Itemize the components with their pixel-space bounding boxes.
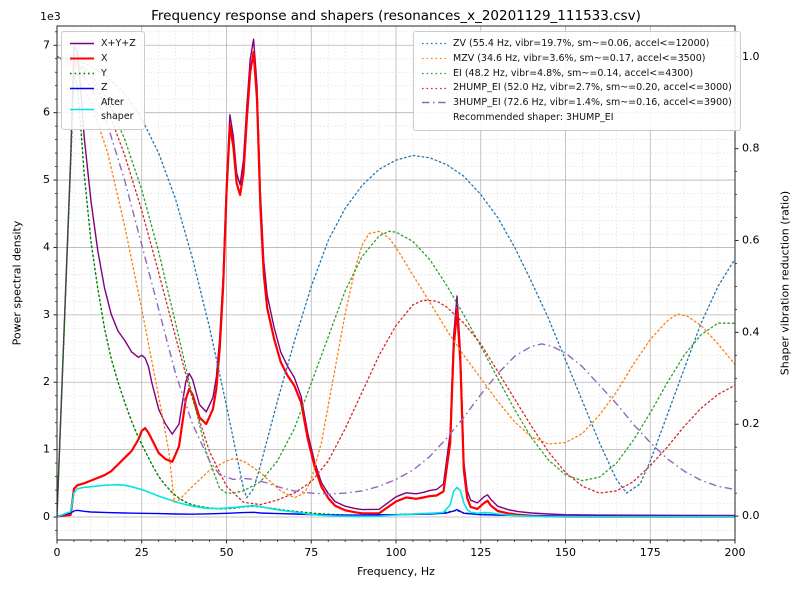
legend-item-after-shaper: After shaper bbox=[69, 96, 136, 124]
legend-item-y: Y bbox=[69, 67, 136, 81]
series-after-shaper bbox=[57, 483, 735, 518]
x-tick-label: 125 bbox=[470, 546, 491, 559]
y-right-tick-label: 1.0 bbox=[742, 50, 760, 63]
x-tick-label: 0 bbox=[54, 546, 61, 559]
legend-item-xyz: X+Y+Z bbox=[69, 37, 136, 51]
legend-line-after-shaper bbox=[70, 109, 94, 111]
y-right-tick-label: 0.4 bbox=[742, 325, 760, 338]
y-left-tick-label: 5 bbox=[43, 173, 50, 186]
legend-label-mzv: MZV (34.6 Hz, vibr=3.6%, sm~=0.17, accel… bbox=[453, 52, 706, 64]
series-x bbox=[57, 50, 735, 518]
legend-label-2hump-ei: 2HUMP_EI (52.0 Hz, vibr=2.7%, sm~=0.20, … bbox=[453, 82, 732, 94]
x-tick-label: 100 bbox=[386, 546, 407, 559]
legend-line-2hump-ei bbox=[422, 87, 446, 89]
y-right-tick-label: 0.0 bbox=[742, 509, 760, 522]
legend-item-2hump-ei: 2HUMP_EI (52.0 Hz, vibr=2.7%, sm~=0.20, … bbox=[421, 81, 732, 95]
y-right-tick-label: 0.6 bbox=[742, 234, 760, 247]
y-left-tick-label: 0 bbox=[43, 510, 50, 523]
x-axis-label: Frequency, Hz bbox=[357, 565, 435, 578]
y-left-tick-label: 4 bbox=[43, 240, 50, 253]
legend-line-zv bbox=[422, 43, 446, 45]
y-left-tick-label: 2 bbox=[43, 375, 50, 388]
y-left-tick-label: 6 bbox=[43, 106, 50, 119]
legend-line-ei bbox=[422, 72, 446, 75]
legend-item-3hump-ei: 3HUMP_EI (72.6 Hz, vibr=1.4%, sm~=0.16, … bbox=[421, 96, 732, 110]
legend-item-ei: EI (48.2 Hz, vibr=4.8%, sm~=0.14, accel<… bbox=[421, 67, 732, 81]
series-ei bbox=[57, 56, 735, 494]
legend-label-xyz: X+Y+Z bbox=[101, 38, 136, 49]
legend-label-ei: EI (48.2 Hz, vibr=4.8%, sm~=0.14, accel<… bbox=[453, 67, 694, 79]
y-left-tick-label: 1 bbox=[43, 443, 50, 456]
legend-label-3hump-ei: 3HUMP_EI (72.6 Hz, vibr=1.4%, sm~=0.16, … bbox=[453, 97, 732, 109]
y-right-tick-label: 0.2 bbox=[742, 417, 760, 430]
series-z bbox=[57, 508, 735, 517]
y-right-tick-label: 0.8 bbox=[742, 142, 760, 155]
legend-label-y: Y bbox=[101, 67, 107, 79]
legend-psd-series: X+Y+Z X Y Z After shaper bbox=[61, 31, 145, 130]
x-tick-label: 75 bbox=[304, 546, 318, 559]
legend-line-mzv bbox=[422, 57, 446, 60]
legend-item-mzv: MZV (34.6 Hz, vibr=3.6%, sm~=0.17, accel… bbox=[421, 52, 732, 66]
series-3hump-ei bbox=[57, 56, 735, 495]
legend-note-row: Recommended shaper: 3HUMP_EI bbox=[421, 111, 732, 125]
chart-title: Frequency response and shapers (resonanc… bbox=[151, 8, 641, 24]
legend-label-z: Z bbox=[101, 82, 108, 94]
legend-line-3hump-ei bbox=[422, 102, 446, 104]
legend-label-zv: ZV (55.4 Hz, vibr=19.7%, sm~=0.06, accel… bbox=[453, 38, 710, 49]
axis-offset-text: 1e3 bbox=[40, 10, 61, 23]
x-tick-label: 200 bbox=[725, 546, 746, 559]
series-zv bbox=[57, 56, 735, 499]
x-tick-label: 50 bbox=[220, 546, 234, 559]
y-left-tick-label: 7 bbox=[43, 38, 50, 51]
legend-item-zv: ZV (55.4 Hz, vibr=19.7%, sm~=0.06, accel… bbox=[421, 37, 732, 51]
legend-line-z bbox=[70, 87, 94, 89]
legend-label-after-shaper: After shaper bbox=[101, 97, 134, 122]
legend-line-x bbox=[70, 57, 94, 60]
legend-item-x: X bbox=[69, 52, 136, 66]
legend-item-z: Z bbox=[69, 81, 136, 95]
legend-line-xyz bbox=[70, 43, 94, 45]
legend-note-spacer bbox=[421, 117, 447, 118]
series-2hump-ei bbox=[57, 56, 735, 506]
legend-line-y bbox=[70, 72, 94, 75]
legend-label-x: X bbox=[101, 52, 108, 64]
x-tick-label: 150 bbox=[555, 546, 576, 559]
y-left-tick-label: 3 bbox=[43, 308, 50, 321]
legend-shapers: ZV (55.4 Hz, vibr=19.7%, sm~=0.06, accel… bbox=[413, 31, 741, 131]
legend-note: Recommended shaper: 3HUMP_EI bbox=[453, 111, 614, 123]
x-tick-label: 25 bbox=[135, 546, 149, 559]
x-tick-label: 175 bbox=[640, 546, 661, 559]
series-mzv bbox=[57, 56, 735, 503]
